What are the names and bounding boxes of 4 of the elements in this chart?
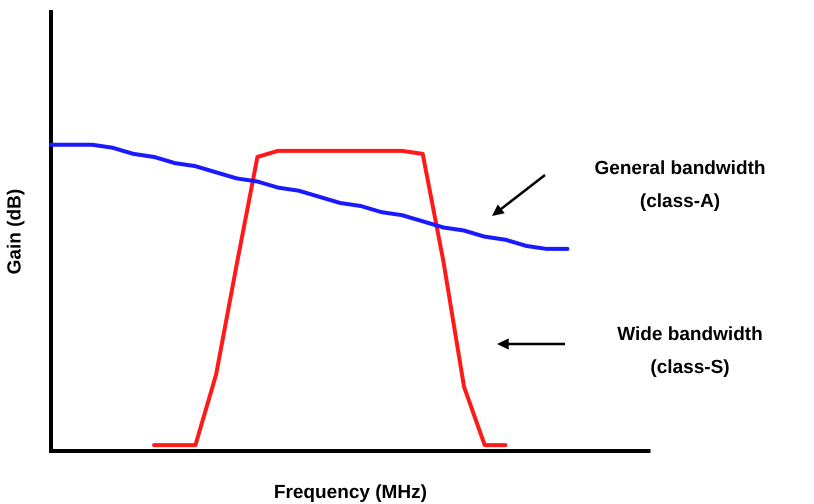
- x-axis-title: Frequency (MHz): [274, 482, 427, 503]
- text: Wide bandwidth (class-S): [616, 323, 764, 380]
- text: General bandwidth (class-A): [593, 157, 767, 214]
- y-axis-title: Gain (dB): [4, 188, 26, 274]
